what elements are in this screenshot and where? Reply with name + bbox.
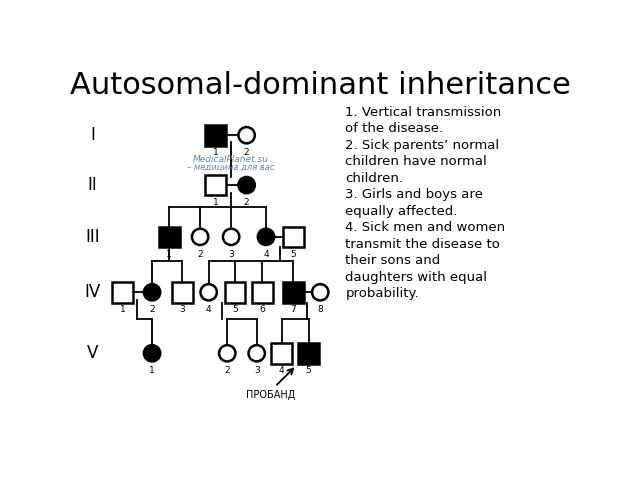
Text: 5: 5 bbox=[306, 366, 312, 375]
Bar bbox=[271, 343, 292, 364]
Bar bbox=[225, 282, 245, 303]
Text: 3: 3 bbox=[254, 366, 260, 375]
Text: V: V bbox=[86, 344, 98, 362]
Text: 1: 1 bbox=[212, 198, 218, 207]
Bar bbox=[205, 175, 226, 195]
Text: I: I bbox=[90, 126, 95, 144]
Ellipse shape bbox=[200, 284, 217, 300]
Bar bbox=[159, 227, 180, 247]
Text: – медицина для вас: – медицина для вас bbox=[188, 163, 275, 171]
Text: 2: 2 bbox=[225, 366, 230, 375]
Text: 5: 5 bbox=[291, 250, 296, 259]
Text: 1: 1 bbox=[120, 305, 125, 314]
Text: 1: 1 bbox=[149, 366, 155, 375]
Text: MedicalPlanet.su: MedicalPlanet.su bbox=[193, 155, 269, 164]
Text: 3: 3 bbox=[228, 250, 234, 259]
Text: 1: 1 bbox=[212, 148, 218, 157]
Text: 1: 1 bbox=[166, 250, 172, 259]
Ellipse shape bbox=[239, 127, 255, 144]
Bar bbox=[172, 282, 193, 303]
Bar bbox=[283, 227, 303, 247]
Text: 2: 2 bbox=[244, 198, 250, 207]
Text: 1. Vertical transmission
of the disease.
2. Sick parents’ normal
children have n: 1. Vertical transmission of the disease.… bbox=[346, 106, 506, 300]
Ellipse shape bbox=[192, 229, 208, 245]
Ellipse shape bbox=[223, 229, 239, 245]
Text: IV: IV bbox=[84, 283, 100, 301]
Text: II: II bbox=[88, 176, 97, 194]
Ellipse shape bbox=[312, 284, 328, 300]
Text: III: III bbox=[85, 228, 100, 246]
Ellipse shape bbox=[144, 345, 160, 361]
Text: ПРОБАНД: ПРОБАНД bbox=[246, 390, 296, 400]
Text: 2: 2 bbox=[197, 250, 203, 259]
Bar bbox=[112, 282, 133, 303]
Text: 2: 2 bbox=[149, 305, 155, 314]
Text: 4: 4 bbox=[263, 250, 269, 259]
Text: 2: 2 bbox=[244, 148, 250, 157]
Text: 4: 4 bbox=[278, 366, 284, 375]
Text: 8: 8 bbox=[317, 305, 323, 314]
Bar bbox=[205, 125, 226, 145]
Ellipse shape bbox=[258, 229, 274, 245]
Ellipse shape bbox=[248, 345, 265, 361]
Ellipse shape bbox=[239, 177, 255, 193]
Text: 3: 3 bbox=[179, 305, 185, 314]
Ellipse shape bbox=[219, 345, 236, 361]
Bar bbox=[283, 282, 303, 303]
Text: 4: 4 bbox=[206, 305, 211, 314]
Text: 6: 6 bbox=[259, 305, 265, 314]
Ellipse shape bbox=[144, 284, 160, 300]
Text: 7: 7 bbox=[291, 305, 296, 314]
Bar bbox=[252, 282, 273, 303]
Bar bbox=[298, 343, 319, 364]
Text: Autosomal-dominant inheritance: Autosomal-dominant inheritance bbox=[70, 72, 571, 100]
Text: 5: 5 bbox=[232, 305, 238, 314]
